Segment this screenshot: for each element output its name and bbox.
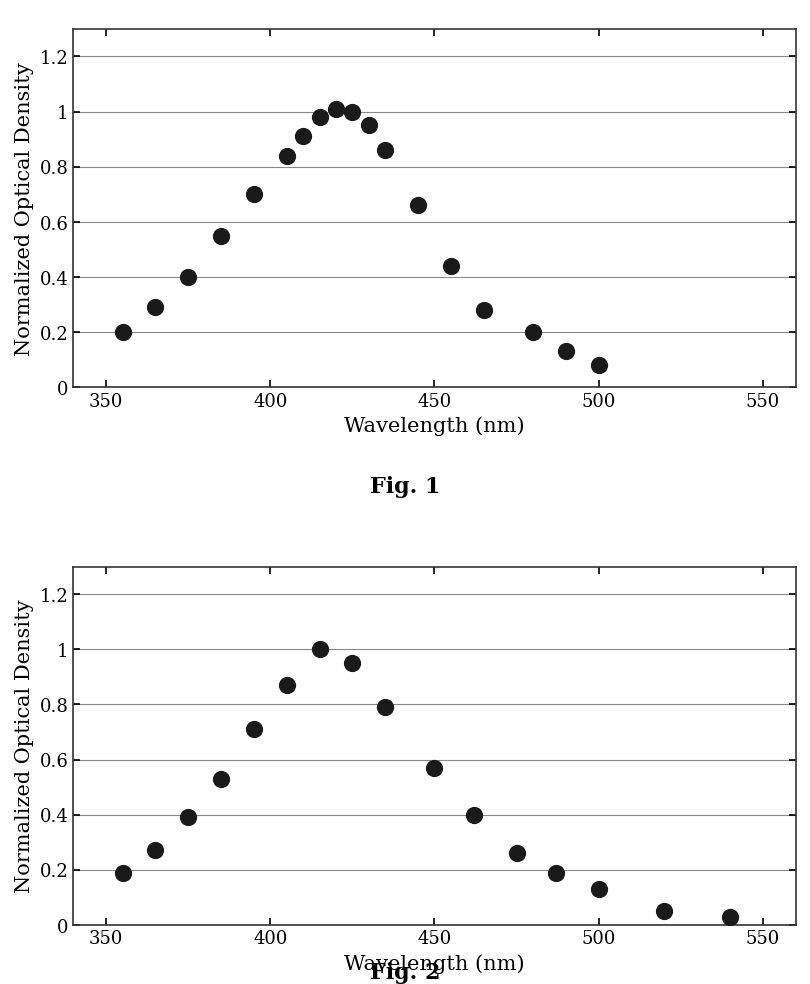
Point (723, 909, 735, 925)
Point (526, 325, 539, 340)
Point (378, 700, 391, 715)
Point (657, 903, 670, 919)
Point (149, 842, 162, 858)
Point (591, 882, 604, 897)
Point (559, 344, 572, 360)
Y-axis label: Normalized Optical Density: Normalized Optical Density (15, 62, 34, 355)
Point (467, 807, 480, 823)
Point (477, 303, 490, 319)
Y-axis label: Normalized Optical Density: Normalized Optical Density (15, 599, 34, 892)
Point (346, 655, 359, 671)
Text: Fig. 1: Fig. 1 (370, 476, 440, 498)
Point (329, 101, 342, 117)
Point (280, 677, 293, 693)
Point (215, 771, 228, 787)
Text: Fig. 2: Fig. 2 (370, 961, 440, 983)
Point (280, 149, 293, 164)
Point (181, 810, 194, 826)
Point (149, 300, 162, 316)
Point (247, 187, 260, 203)
Point (549, 865, 562, 881)
Point (378, 143, 391, 158)
Point (362, 118, 375, 134)
Point (247, 721, 260, 737)
Point (411, 198, 424, 214)
Point (215, 228, 228, 244)
Point (346, 104, 359, 120)
X-axis label: Wavelength (nm): Wavelength (nm) (344, 953, 524, 973)
Point (313, 642, 326, 657)
Point (116, 865, 129, 881)
Point (296, 129, 309, 145)
Point (116, 325, 129, 340)
Point (181, 270, 194, 285)
Point (444, 259, 457, 275)
X-axis label: Wavelength (nm): Wavelength (nm) (344, 416, 524, 436)
Point (509, 845, 522, 861)
Point (313, 110, 326, 126)
Point (591, 358, 604, 374)
Point (428, 760, 441, 775)
